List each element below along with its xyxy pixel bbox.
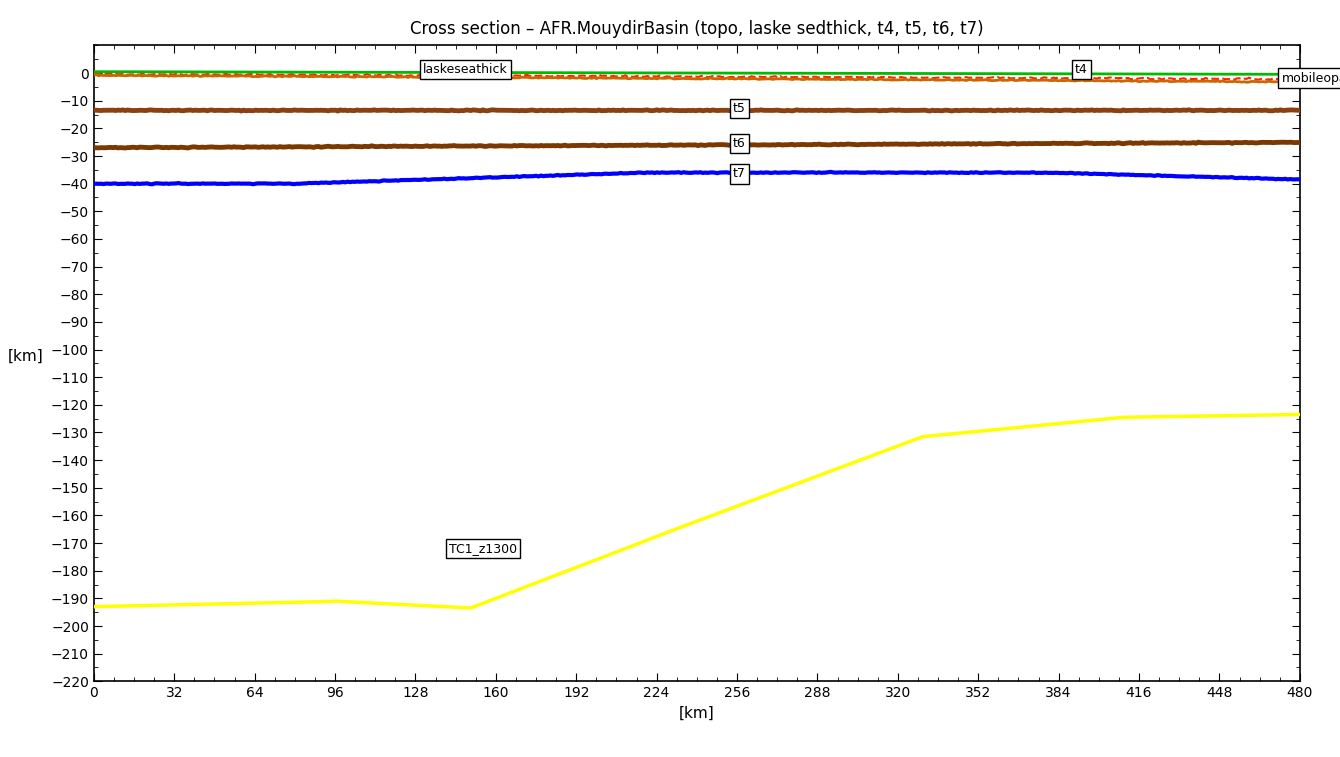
Title: Cross section – AFR.MouydirBasin (topo, laske sedthick, t4, t5, t6, t7): Cross section – AFR.MouydirBasin (topo, … — [410, 20, 984, 39]
Text: TC1_z1300: TC1_z1300 — [449, 542, 517, 555]
Text: t6: t6 — [733, 137, 746, 150]
Text: laskeseathick: laskeseathick — [423, 64, 508, 76]
Text: t5: t5 — [733, 102, 746, 115]
Y-axis label: [km]: [km] — [8, 348, 44, 363]
Text: mobileopacns: mobileopacns — [1281, 72, 1340, 85]
Text: t4: t4 — [1075, 64, 1088, 76]
Text: t7: t7 — [733, 167, 746, 180]
X-axis label: [km]: [km] — [679, 706, 714, 721]
